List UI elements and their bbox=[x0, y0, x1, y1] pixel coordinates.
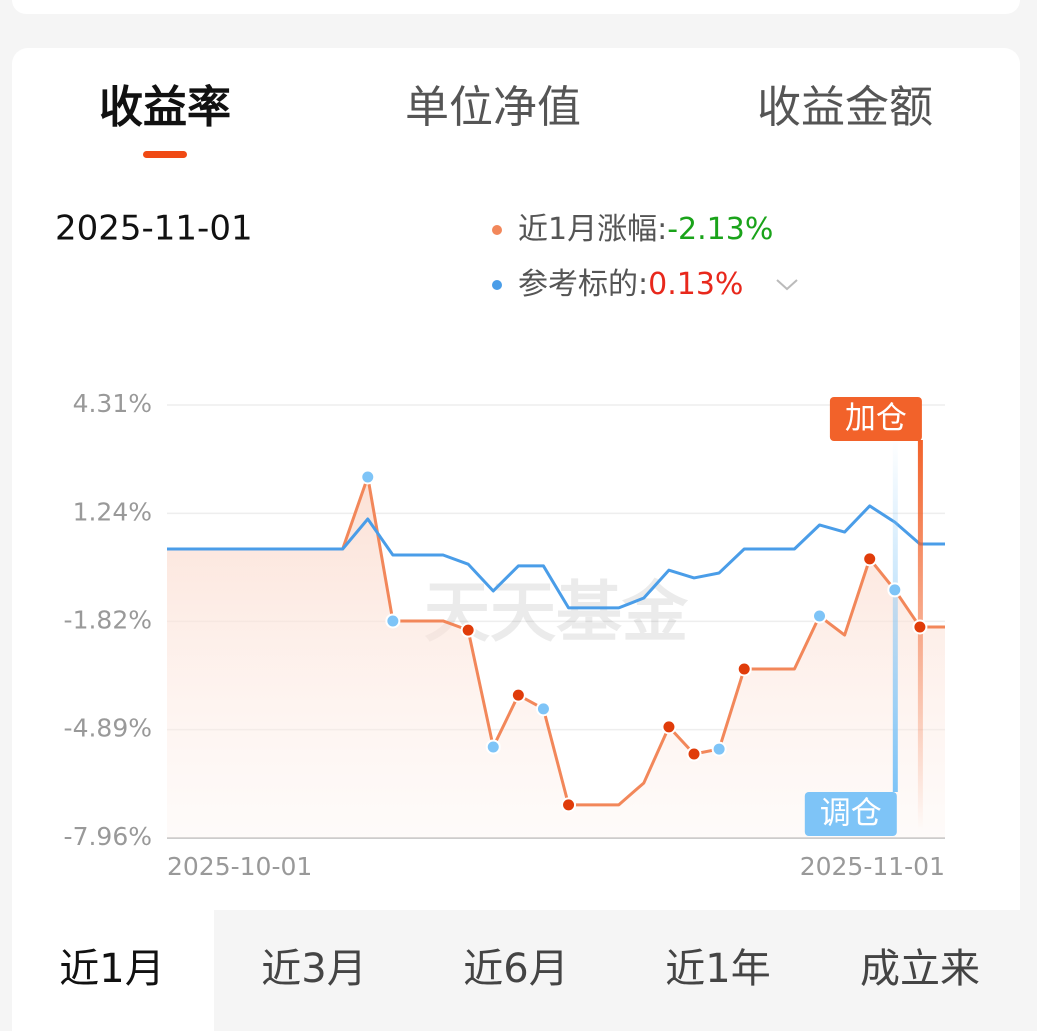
trade-marker bbox=[460, 622, 476, 638]
trade-marker bbox=[912, 619, 928, 635]
trade-marker bbox=[812, 608, 828, 624]
trade-marker bbox=[736, 661, 752, 677]
period-tab[interactable]: 近3月 bbox=[261, 946, 366, 992]
tab-indicator bbox=[143, 151, 187, 158]
annotation-box bbox=[829, 397, 922, 441]
legend-value: -2.13% bbox=[667, 212, 773, 247]
annotation-line bbox=[917, 440, 923, 830]
trade-marker bbox=[510, 687, 526, 703]
legend-dot bbox=[492, 225, 502, 235]
area bbox=[167, 476, 945, 838]
series-line bbox=[167, 504, 945, 610]
period-selected bbox=[12, 910, 214, 1031]
trade-marker bbox=[661, 719, 677, 735]
trade-marker bbox=[862, 551, 878, 567]
chevron[interactable] bbox=[776, 279, 798, 291]
legend-dot bbox=[492, 280, 502, 290]
y-tick-label: 1.24% bbox=[73, 497, 152, 526]
legend-entry: 参考标的:0.13% bbox=[518, 267, 743, 302]
period-tab[interactable]: 成立来 bbox=[860, 946, 980, 992]
trade-marker bbox=[561, 797, 577, 813]
trade-marker bbox=[711, 741, 727, 757]
legend-label: 参考标的: bbox=[518, 267, 648, 302]
annotation-text: 加仓 bbox=[845, 401, 907, 437]
trade-marker bbox=[535, 701, 551, 717]
annotation-text: 调仓 bbox=[820, 796, 882, 832]
trade-marker bbox=[887, 582, 903, 598]
period-tab[interactable]: 近6月 bbox=[463, 946, 568, 992]
x-tick-label: 2025-10-01 bbox=[167, 852, 312, 881]
trade-marker bbox=[385, 613, 401, 629]
trade-marker bbox=[360, 469, 376, 485]
date: 2025-11-01 bbox=[55, 209, 253, 249]
tab[interactable]: 单位净值 bbox=[405, 82, 581, 133]
tab[interactable]: 收益金额 bbox=[757, 82, 933, 133]
x-tick-label: 2025-11-01 bbox=[800, 852, 945, 881]
y-tick-label: 4.31% bbox=[73, 389, 152, 418]
tab[interactable]: 收益率 bbox=[99, 82, 231, 133]
main-card bbox=[12, 48, 1020, 1031]
annotation-box bbox=[804, 792, 897, 836]
trade-marker bbox=[485, 739, 501, 755]
legend-value: 0.13% bbox=[648, 267, 743, 302]
y-tick-label: -4.89% bbox=[64, 714, 152, 743]
y-tick-label: -1.82% bbox=[64, 605, 152, 634]
annotation-line bbox=[892, 440, 898, 792]
period-tab[interactable]: 近1年 bbox=[665, 946, 770, 992]
period-tab[interactable]: 近1月 bbox=[59, 946, 164, 992]
y-tick-label: -7.96% bbox=[64, 822, 152, 851]
legend-entry: 近1月涨幅:-2.13% bbox=[518, 212, 773, 247]
top-card bbox=[12, 0, 1020, 14]
trade-marker bbox=[686, 746, 702, 762]
legend-label: 近1月涨幅: bbox=[518, 212, 667, 247]
